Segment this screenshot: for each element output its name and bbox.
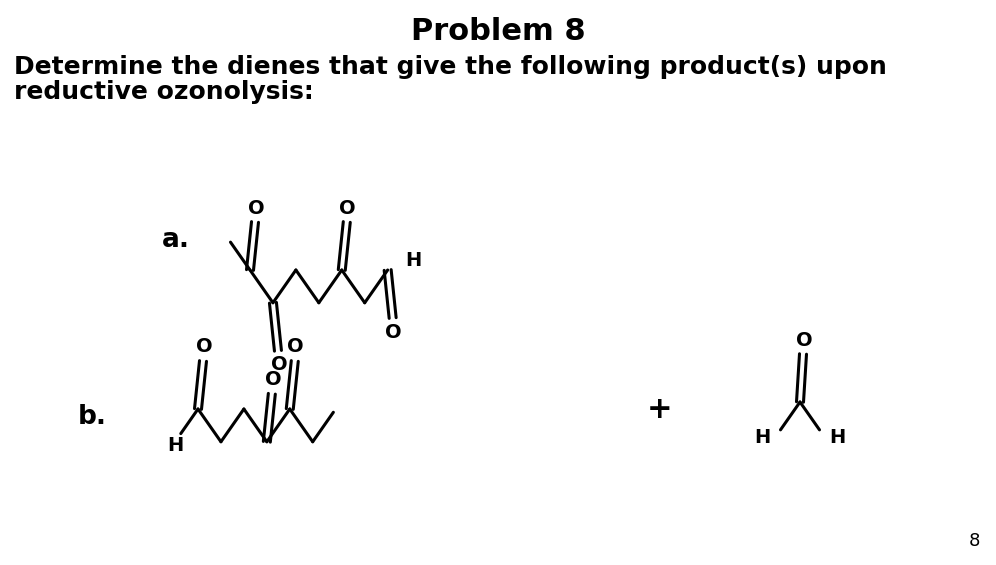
Text: H: H (754, 428, 771, 447)
Text: Problem 8: Problem 8 (410, 17, 586, 46)
Text: O: O (248, 198, 264, 218)
Text: O: O (340, 198, 357, 218)
Text: O: O (796, 331, 813, 350)
Text: 8: 8 (969, 532, 980, 550)
Text: O: O (385, 323, 402, 341)
Text: O: O (288, 337, 304, 357)
Text: Determine the dienes that give the following product(s) upon: Determine the dienes that give the follo… (14, 55, 886, 79)
Text: reductive ozonolysis:: reductive ozonolysis: (14, 80, 314, 104)
Text: H: H (830, 428, 846, 447)
Text: O: O (265, 370, 281, 389)
Text: H: H (405, 250, 422, 270)
Text: a.: a. (162, 227, 190, 253)
Text: b.: b. (78, 404, 107, 430)
Text: O: O (271, 355, 287, 374)
Text: O: O (195, 337, 212, 357)
Text: +: + (647, 394, 673, 424)
Text: H: H (167, 436, 184, 455)
